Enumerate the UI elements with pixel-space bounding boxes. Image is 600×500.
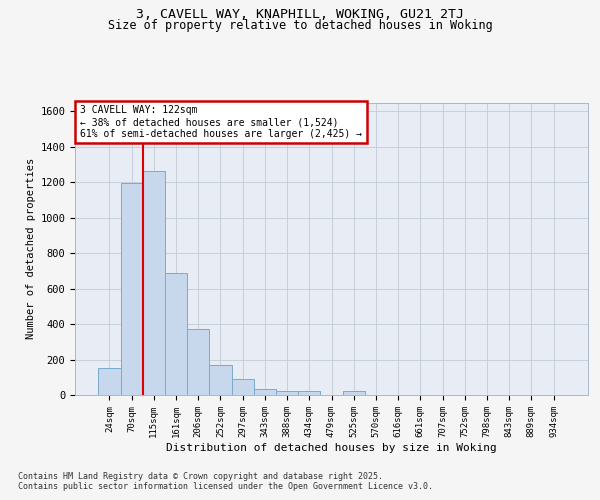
Bar bbox=[187, 328, 209, 395]
Bar bbox=[98, 368, 121, 395]
Text: 3 CAVELL WAY: 122sqm
← 38% of detached houses are smaller (1,524)
61% of semi-de: 3 CAVELL WAY: 122sqm ← 38% of detached h… bbox=[80, 106, 362, 138]
Bar bbox=[298, 392, 320, 395]
Text: Contains public sector information licensed under the Open Government Licence v3: Contains public sector information licen… bbox=[18, 482, 433, 491]
Text: Contains HM Land Registry data © Crown copyright and database right 2025.: Contains HM Land Registry data © Crown c… bbox=[18, 472, 383, 481]
Bar bbox=[121, 183, 143, 395]
Bar bbox=[165, 272, 187, 395]
Text: Size of property relative to detached houses in Woking: Size of property relative to detached ho… bbox=[107, 18, 493, 32]
Bar bbox=[209, 365, 232, 395]
Bar bbox=[276, 390, 298, 395]
X-axis label: Distribution of detached houses by size in Woking: Distribution of detached houses by size … bbox=[166, 442, 497, 452]
Bar bbox=[143, 171, 165, 395]
Bar bbox=[343, 392, 365, 395]
Y-axis label: Number of detached properties: Number of detached properties bbox=[26, 158, 36, 340]
Bar bbox=[232, 379, 254, 395]
Text: 3, CAVELL WAY, KNAPHILL, WOKING, GU21 2TJ: 3, CAVELL WAY, KNAPHILL, WOKING, GU21 2T… bbox=[136, 8, 464, 20]
Bar bbox=[254, 390, 276, 395]
